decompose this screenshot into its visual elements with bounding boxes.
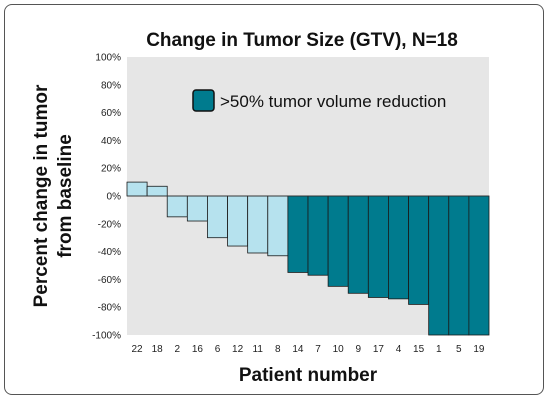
bar-patient-16: [186, 195, 208, 222]
x-tick-label: 8: [275, 344, 281, 355]
bar-patient-5: [448, 195, 470, 336]
legend-label: >50% tumor volume reduction: [220, 92, 446, 111]
x-tick-label: 4: [396, 344, 402, 355]
x-tick-label: 16: [192, 344, 204, 355]
x-tick-label: 6: [215, 344, 221, 355]
x-tick-label: 9: [355, 344, 361, 355]
x-tick-label: 19: [473, 344, 485, 355]
y-tick-label: 100%: [95, 53, 121, 64]
bar-patient-14: [287, 195, 309, 273]
bars-group: [126, 181, 490, 336]
x-tick-label: 5: [456, 344, 462, 355]
x-tick-label: 15: [413, 344, 425, 355]
y-tick-label: 20%: [101, 164, 121, 175]
bar-patient-15: [408, 195, 430, 305]
x-tick-label: 7: [315, 344, 321, 355]
x-axis-ticks: 22 18 2 16 6 12 11 8 14 7 10 9 17 4 15 1 5 19: [131, 344, 484, 355]
y-tick-label: 40%: [101, 136, 121, 147]
bar-patient-17: [367, 195, 389, 298]
bar-patient-6: [207, 195, 228, 239]
x-tick-label: 17: [373, 344, 385, 355]
bar-patient-22: [126, 181, 148, 197]
y-tick-label: -100%: [92, 331, 121, 342]
x-tick-label: 14: [292, 344, 304, 355]
y-axis-ticks: 100% 80% 60% 40% 20% 0% -20% -40% -60% -80% -100%: [92, 53, 121, 342]
y-tick-label: -40%: [98, 247, 121, 258]
bar-patient-7: [307, 195, 329, 276]
y-tick-label: -20%: [98, 219, 121, 230]
x-tick-label: 18: [152, 344, 164, 355]
bar-patient-11: [247, 195, 269, 254]
y-tick-label: 0%: [107, 192, 122, 203]
bar-patient-19: [468, 195, 490, 336]
y-tick-label: 80%: [101, 80, 121, 91]
y-tick-label: -60%: [98, 275, 121, 286]
x-tick-label: 2: [174, 344, 180, 355]
x-tick-label: 12: [232, 344, 244, 355]
bar-patient-9: [347, 195, 369, 294]
y-tick-label: 60%: [101, 108, 121, 119]
x-tick-label: 22: [131, 344, 143, 355]
x-tick-label: 11: [253, 344, 264, 355]
bar-patient-2: [166, 195, 188, 218]
legend: >50% tumor volume reduction: [192, 89, 446, 112]
y-tick-label: -80%: [98, 303, 121, 314]
bar-patient-18: [146, 185, 168, 197]
y-axis-label-line-1: Percent change in tumor: [31, 84, 52, 307]
bar-patient-12: [227, 195, 249, 247]
x-tick-label: 10: [333, 344, 345, 355]
bar-patient-4: [388, 195, 409, 300]
legend-swatch: [192, 89, 215, 112]
y-axis-label-line-2: from baseline: [55, 134, 76, 258]
x-tick-label: 1: [436, 344, 442, 355]
bar-patient-10: [327, 195, 349, 287]
bar-patient-8: [267, 195, 289, 257]
bar-patient-1: [428, 195, 450, 336]
x-axis-label: Patient number: [239, 365, 378, 386]
chart-title: Change in Tumor Size (GTV), N=18: [146, 30, 458, 51]
